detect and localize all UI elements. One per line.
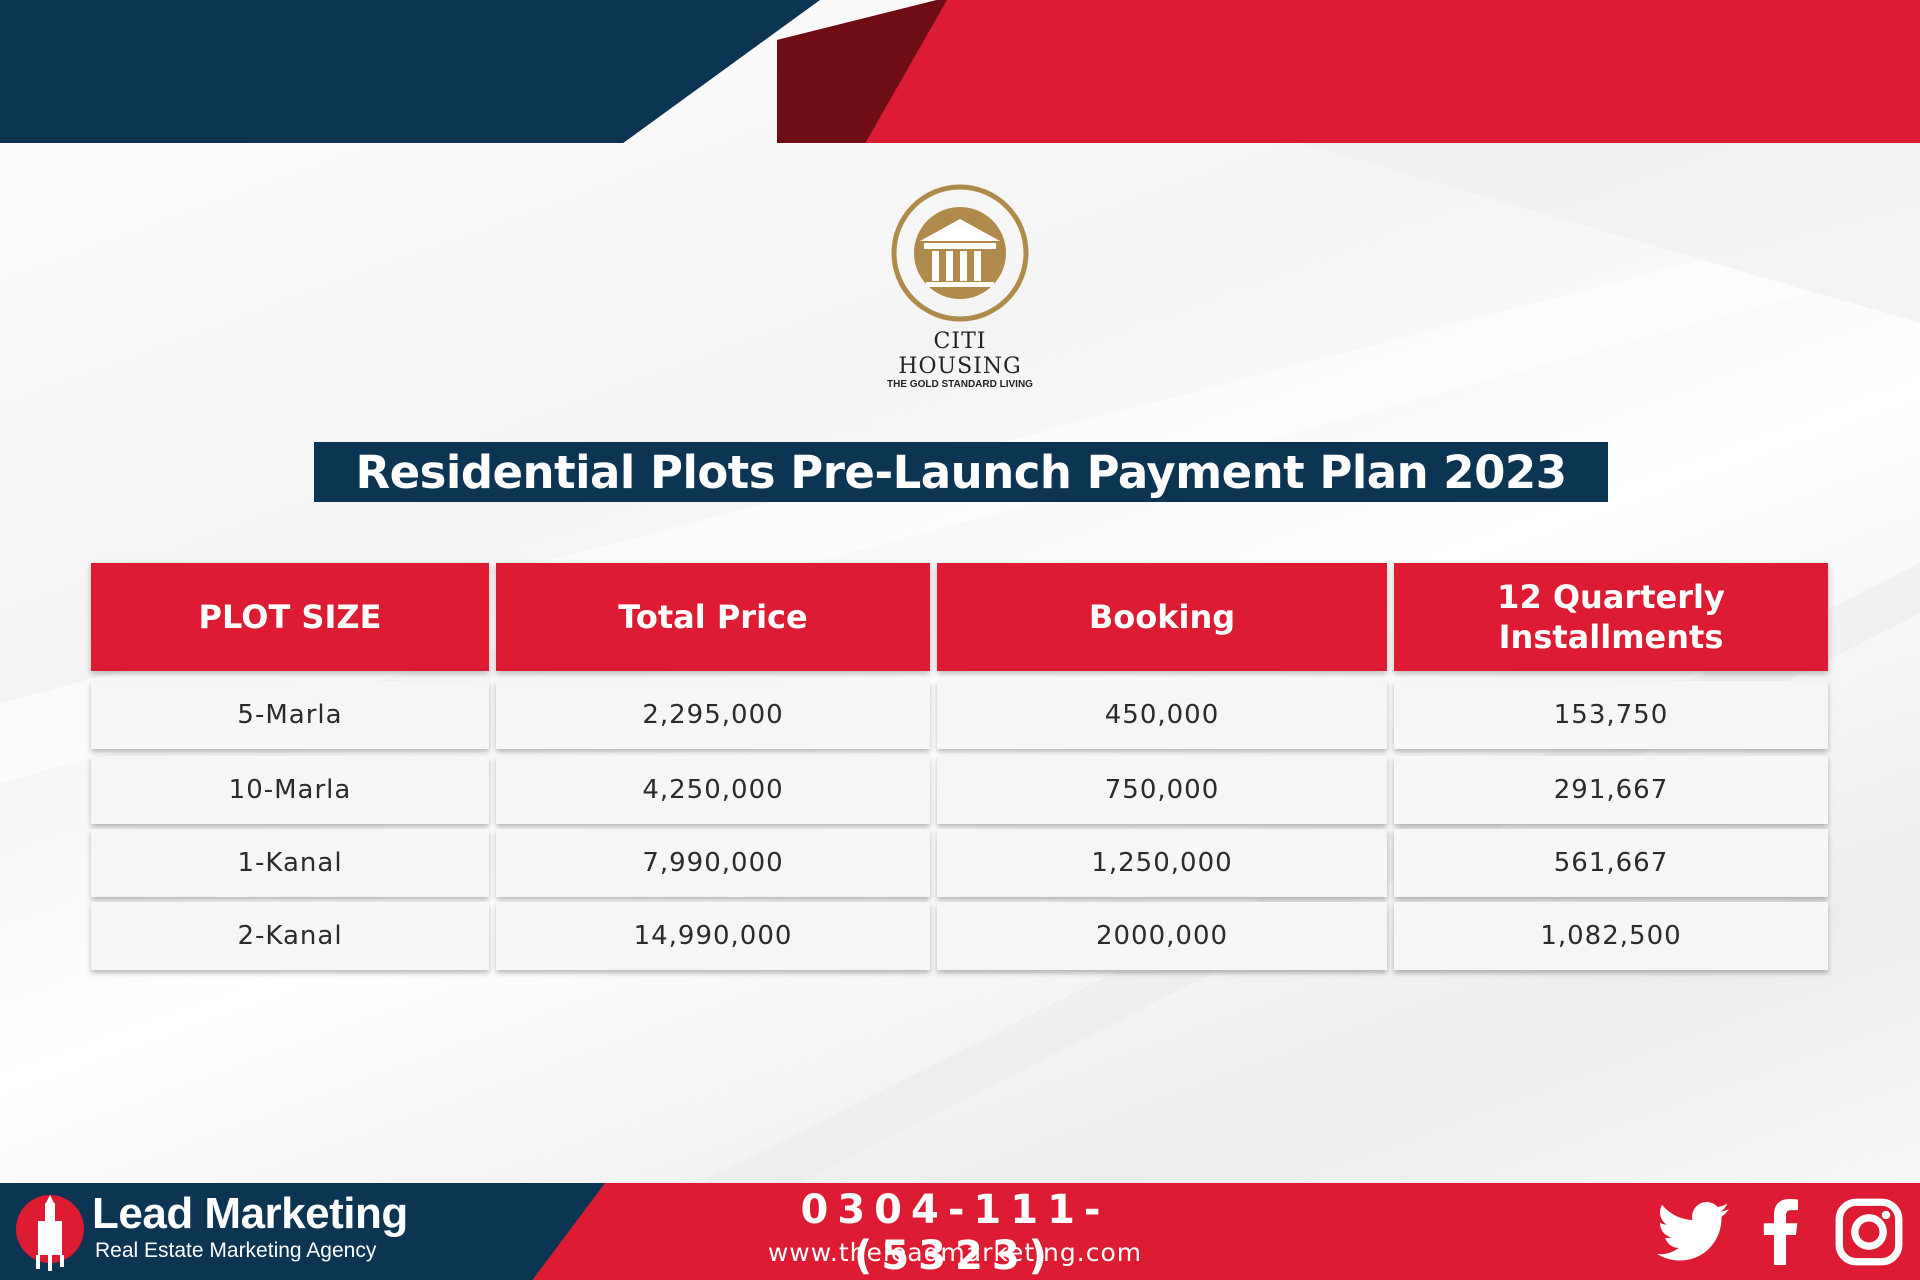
cell-text: 561,667 (1553, 848, 1669, 878)
website-link[interactable]: www.theleadmarketing.com (767, 1238, 1143, 1267)
brand-subtitle: Real Estate Marketing Agency (95, 1239, 377, 1262)
top-navy-band (0, 0, 820, 143)
cell-text: 153,750 (1553, 700, 1669, 730)
pillar-seal-icon (891, 184, 1029, 322)
header-booking: Booking (937, 563, 1387, 671)
page-title: Residential Plots Pre-Launch Payment Pla… (355, 445, 1567, 499)
table-row-3-installments: 561,667 (1394, 829, 1828, 897)
table-row-1-total-price: 2,295,000 (496, 681, 930, 749)
cell-text: 14,990,000 (633, 921, 793, 951)
header-total-price: Total Price (496, 563, 930, 671)
table-row-3-plot-size: 1-Kanal (91, 829, 489, 897)
table-row-2-plot-size: 10-Marla (91, 756, 489, 824)
instagram-icon[interactable] (1833, 1198, 1905, 1266)
header-label: Booking (1088, 598, 1236, 636)
table-row-4-total-price: 14,990,000 (496, 902, 930, 970)
table-row-1-plot-size: 5-Marla (91, 681, 489, 749)
table-row-1-installments: 153,750 (1394, 681, 1828, 749)
table-row-4-booking: 2000,000 (937, 902, 1387, 970)
cell-text: 1,082,500 (1540, 921, 1682, 951)
table-row-4-plot-size: 2-Kanal (91, 902, 489, 970)
cell-text: 7,990,000 (642, 848, 784, 878)
table-row-2-installments: 291,667 (1394, 756, 1828, 824)
page-title-bar: Residential Plots Pre-Launch Payment Pla… (314, 442, 1608, 502)
cell-text: 10-Marla (228, 775, 352, 805)
cell-text: 4,250,000 (642, 775, 784, 805)
cell-text: 1,250,000 (1091, 848, 1233, 878)
cell-text: 2-Kanal (237, 921, 343, 951)
footer: Lead Marketing Real Estate Marketing Age… (0, 1183, 1920, 1280)
header-label: 12 Quarterly Installments (1497, 578, 1725, 656)
cell-text: 2,295,000 (642, 700, 784, 730)
logo-tagline: THE GOLD STANDARD LIVING (887, 379, 1033, 390)
table-row-2-booking: 750,000 (937, 756, 1387, 824)
footer-navy-band (0, 1183, 605, 1280)
table-row-1-booking: 450,000 (937, 681, 1387, 749)
header-label: PLOT SIZE (198, 598, 382, 636)
table-row-3-booking: 1,250,000 (937, 829, 1387, 897)
citi-housing-logo: CITI HOUSING THE GOLD STANDARD LIVING (870, 183, 1050, 390)
facebook-icon[interactable] (1755, 1199, 1805, 1265)
phone-number[interactable]: 0304-111-(5323) (800, 1187, 1110, 1279)
logo-name: CITI HOUSING (898, 329, 1022, 379)
cell-text: 450,000 (1104, 700, 1220, 730)
header-plot-size: PLOT SIZE (91, 563, 489, 671)
table-row-2-total-price: 4,250,000 (496, 756, 930, 824)
header-installments: 12 Quarterly Installments (1394, 563, 1828, 671)
table-row-4-installments: 1,082,500 (1394, 902, 1828, 970)
brand-name: Lead Marketing (92, 1189, 408, 1238)
header-label: Total Price (618, 598, 808, 636)
cell-text: 750,000 (1104, 775, 1220, 805)
top-red-band (777, 0, 1920, 143)
twitter-icon[interactable] (1655, 1199, 1731, 1265)
cell-text: 291,667 (1553, 775, 1669, 805)
lead-marketing-logo-icon (16, 1195, 84, 1271)
cell-text: 5-Marla (237, 700, 343, 730)
cell-text: 1-Kanal (237, 848, 343, 878)
table-row-3-total-price: 7,990,000 (496, 829, 930, 897)
cell-text: 2000,000 (1095, 921, 1229, 951)
